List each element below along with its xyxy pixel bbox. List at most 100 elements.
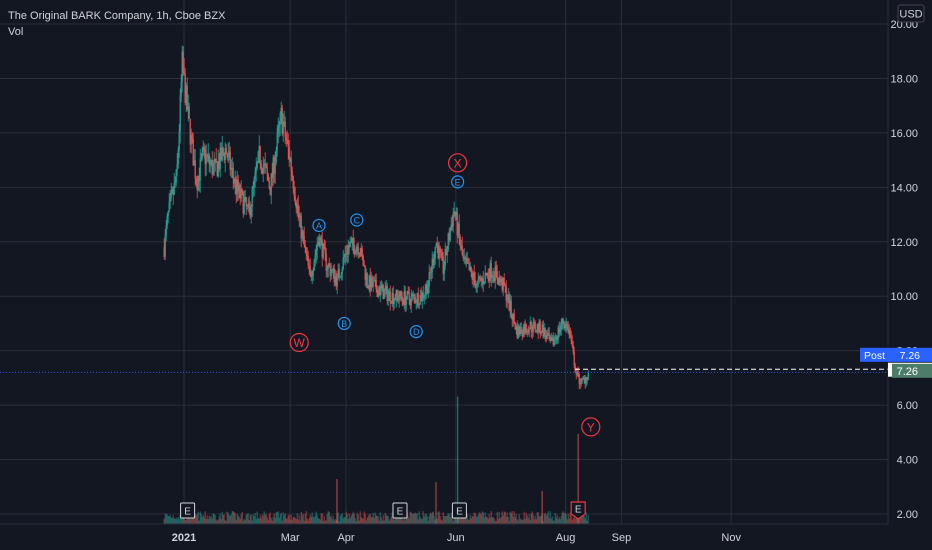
volume-bar (436, 518, 438, 524)
volume-bar (274, 517, 276, 524)
volume-bar (493, 518, 495, 524)
candle-body (253, 177, 255, 186)
volume-bar (484, 512, 486, 524)
volume-bar (466, 514, 468, 524)
volume-bar (443, 516, 445, 524)
candle-body (186, 85, 188, 110)
candle-body (515, 326, 517, 330)
volume-bar (356, 512, 358, 524)
candle-body (251, 188, 253, 207)
volume-bar (381, 520, 383, 524)
volume-bar (333, 520, 335, 524)
candle-body (178, 131, 180, 150)
volume-bar (353, 514, 355, 524)
candle-body (408, 292, 410, 300)
candle-body (443, 265, 445, 274)
candle-body (252, 185, 254, 189)
currency-button[interactable] (897, 4, 925, 23)
candle-body (299, 215, 301, 218)
candle-body (247, 203, 249, 206)
volume-bar (554, 512, 556, 524)
candle-body (479, 276, 481, 279)
candle-body (582, 378, 584, 380)
candle-body (249, 208, 251, 217)
volume-bar (427, 520, 429, 524)
volume-bar (405, 514, 407, 524)
candle-body (185, 85, 187, 104)
candle-body (454, 211, 456, 217)
candle-body (164, 234, 166, 257)
volume-bar (279, 514, 281, 524)
volume-bar (251, 520, 253, 524)
candle-body (464, 257, 466, 260)
candle-body (250, 206, 252, 217)
candle-body (205, 155, 207, 165)
candle-body (396, 289, 398, 296)
candle-body (332, 268, 334, 270)
volume-bar (409, 511, 411, 524)
volume-bar (181, 518, 183, 524)
volume-bar (236, 513, 238, 524)
candle-body (383, 289, 385, 300)
candle-body (394, 299, 396, 300)
candle-body (405, 299, 407, 306)
volume-bar (311, 512, 313, 524)
volume-bar (178, 518, 180, 524)
volume-bar (263, 511, 265, 524)
volume-bar (447, 512, 449, 524)
volume-bar (584, 518, 586, 524)
volume-bar (239, 518, 241, 524)
candle-body (571, 340, 573, 346)
volume-bar (488, 513, 490, 524)
volume-bar (232, 511, 234, 524)
candle-body (420, 295, 422, 302)
volume-bar (503, 511, 505, 524)
volume-bar (223, 514, 225, 524)
candle-body (232, 167, 234, 179)
candle-body (282, 124, 284, 134)
volume-bar (384, 512, 386, 524)
candle-body (434, 247, 436, 259)
volume-bar (270, 517, 272, 524)
volume-bar (565, 514, 567, 524)
wave-label-text: C (354, 216, 361, 226)
volume-bar (580, 514, 582, 524)
price-axis-panel[interactable] (888, 0, 932, 524)
volume-bar (226, 511, 228, 524)
volume-bar (307, 520, 309, 524)
volume-bar (562, 511, 564, 524)
candle-body (374, 279, 376, 281)
candle-body (372, 281, 374, 287)
candle-body (581, 378, 583, 380)
volume-bar (208, 515, 210, 524)
candle-body (583, 377, 585, 379)
volume-bar (501, 511, 503, 524)
earnings-flag-label: E (575, 505, 582, 516)
volume-bar (277, 511, 279, 524)
candle-body (469, 266, 471, 271)
volume-bar (315, 511, 317, 524)
volume-bar (320, 513, 322, 524)
candle-body (411, 294, 413, 297)
candle-body (212, 165, 214, 175)
candle-body (567, 325, 569, 334)
candle-body (484, 273, 486, 284)
candle-body (540, 332, 542, 334)
volume-bar (472, 516, 474, 524)
time-axis-panel[interactable] (0, 524, 888, 550)
volume-bar (230, 514, 232, 524)
volume-label: Vol (8, 26, 23, 38)
volume-bar (454, 516, 456, 524)
volume-bar (514, 517, 516, 524)
candle-body (309, 266, 311, 272)
candle-body (322, 243, 324, 258)
candle-body (428, 272, 430, 287)
earnings-marker (451, 502, 467, 519)
candle-body (302, 231, 304, 236)
candle-body (324, 246, 326, 254)
volume-bar (531, 511, 533, 524)
candle-body (179, 94, 181, 132)
volume-bar (238, 516, 240, 524)
